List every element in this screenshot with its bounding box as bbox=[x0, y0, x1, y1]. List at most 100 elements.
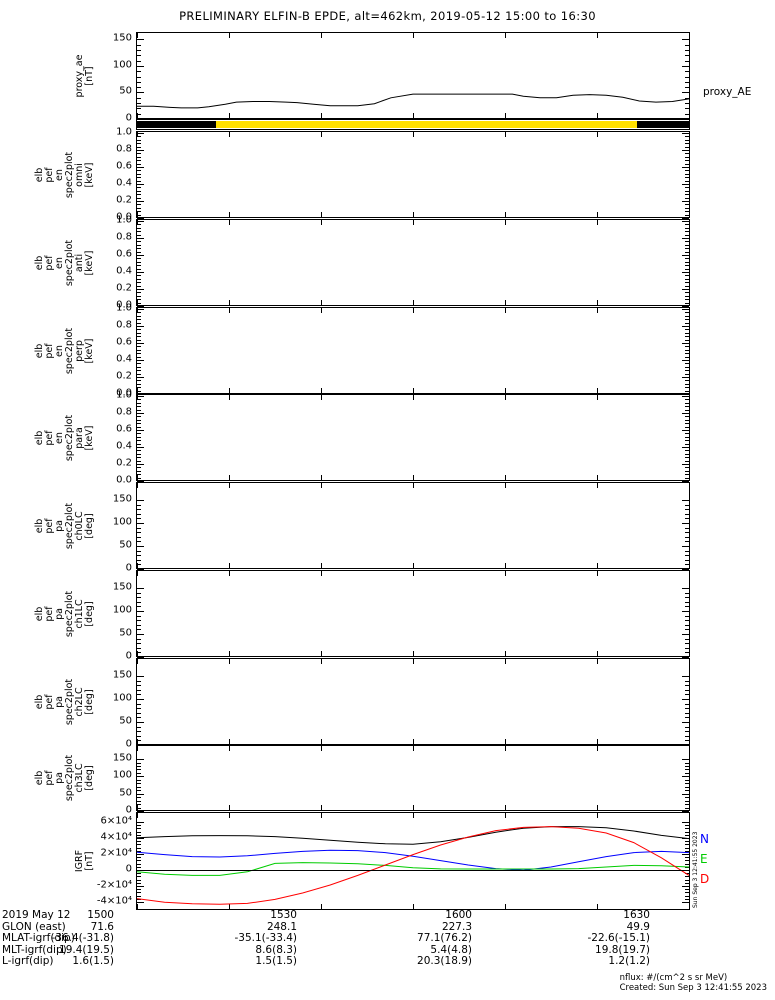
y-tick-minor bbox=[137, 258, 141, 260]
y-tick-minor bbox=[685, 807, 689, 809]
y-tick-minor bbox=[685, 71, 689, 73]
y-tick-minor bbox=[137, 402, 141, 404]
y-tick-minor bbox=[137, 527, 141, 529]
y-tick-minor bbox=[685, 146, 689, 148]
y-tick-minor bbox=[137, 541, 141, 543]
x-tick bbox=[321, 805, 322, 810]
y-tick-minor bbox=[137, 406, 141, 408]
x-tick bbox=[597, 651, 598, 656]
y-tick-minor bbox=[137, 322, 141, 324]
y-tick-minor bbox=[137, 113, 141, 115]
y-tick-label-en_para-5: 1.0 bbox=[116, 389, 132, 401]
y-tick-minor bbox=[137, 170, 141, 172]
y-tick-label-en_anti-5: 1.0 bbox=[116, 214, 132, 226]
ephemeris-row-label: 2019 May 12 bbox=[2, 909, 71, 921]
x-tick bbox=[137, 739, 138, 744]
bar-segment-night bbox=[636, 121, 689, 128]
y-tick-minor bbox=[137, 187, 141, 189]
y-tick-major bbox=[137, 377, 144, 378]
y-tick-minor bbox=[685, 278, 689, 280]
x-tick bbox=[229, 212, 230, 217]
y-tick-minor bbox=[685, 251, 689, 253]
y-tick-label-pa_ch2-0: 0 bbox=[125, 738, 132, 750]
legend-proxy-ae: proxy_AE bbox=[703, 85, 752, 98]
y-tick-minor bbox=[137, 879, 141, 881]
y-tick-minor bbox=[685, 769, 689, 771]
y-tick-minor bbox=[137, 740, 141, 742]
y-tick-minor bbox=[137, 895, 141, 897]
y-tick-minor bbox=[137, 467, 141, 469]
y-tick-minor bbox=[685, 863, 689, 865]
y-tick-minor bbox=[685, 370, 689, 372]
x-tick bbox=[413, 132, 414, 137]
y-tick-minor bbox=[685, 457, 689, 459]
y-tick-major bbox=[137, 238, 144, 239]
y-tick-minor bbox=[685, 740, 689, 742]
y-tick-minor bbox=[137, 197, 141, 199]
y-tick-major bbox=[137, 822, 144, 823]
y-tick-minor bbox=[685, 783, 689, 785]
y-tick-minor bbox=[137, 800, 141, 802]
y-tick-minor bbox=[137, 315, 141, 317]
x-tick bbox=[229, 300, 230, 305]
y-tick-major bbox=[682, 500, 689, 502]
x-tick bbox=[229, 308, 230, 313]
y-tick-minor bbox=[685, 426, 689, 428]
y-tick-major bbox=[682, 309, 689, 310]
y-tick-minor bbox=[685, 295, 689, 297]
y-tick-minor bbox=[137, 786, 141, 788]
y-tick-minor bbox=[137, 860, 141, 862]
y-tick-minor bbox=[685, 440, 689, 442]
y-tick-major bbox=[137, 430, 144, 431]
y-tick-label-en_anti-3: 0.6 bbox=[116, 248, 132, 260]
y-tick-major bbox=[682, 611, 689, 613]
y-tick-minor bbox=[137, 373, 141, 375]
y-tick-minor bbox=[685, 60, 689, 62]
y-tick-minor bbox=[685, 779, 689, 781]
y-tick-minor bbox=[137, 108, 141, 110]
y-tick-minor bbox=[685, 409, 689, 411]
y-tick-minor bbox=[685, 790, 689, 792]
y-tick-minor bbox=[137, 329, 141, 331]
y-tick-minor bbox=[137, 831, 141, 833]
y-tick-major bbox=[682, 886, 689, 887]
y-tick-major bbox=[137, 481, 144, 482]
x-tick bbox=[505, 475, 506, 480]
y-tick-minor bbox=[685, 156, 689, 158]
y-tick-minor bbox=[137, 652, 141, 654]
created-timestamp: Created: Sun Sep 3 12:41:55 2023 bbox=[619, 982, 767, 993]
x-tick bbox=[597, 746, 598, 751]
y-tick-major bbox=[137, 759, 144, 761]
y-tick-minor bbox=[685, 766, 689, 768]
y-tick-minor bbox=[685, 470, 689, 472]
y-tick-label-proxy_ae-0: 0 bbox=[125, 112, 132, 124]
x-tick bbox=[413, 805, 414, 810]
y-tick-minor bbox=[137, 177, 141, 179]
y-tick-label-igrf-5: 6×10⁴ bbox=[100, 815, 132, 827]
y-tick-major bbox=[137, 886, 144, 887]
y-tick-minor bbox=[137, 555, 141, 557]
y-tick-major bbox=[682, 793, 689, 795]
y-tick-major bbox=[682, 657, 689, 658]
y-tick-label-en_perp-5: 1.0 bbox=[116, 302, 132, 314]
y-tick-minor bbox=[137, 292, 141, 294]
y-tick-minor bbox=[137, 807, 141, 809]
y-tick-minor bbox=[685, 244, 689, 246]
ephemeris-value: 71.6 bbox=[90, 920, 114, 933]
y-tick-minor bbox=[685, 258, 689, 260]
y-tick-minor bbox=[137, 470, 141, 472]
x-tick bbox=[137, 33, 138, 38]
x-tick bbox=[689, 483, 690, 488]
y-tick-minor bbox=[137, 349, 141, 351]
x-tick bbox=[229, 483, 230, 488]
y-tick-minor bbox=[685, 387, 689, 389]
y-tick-label-pa_ch0-0: 0 bbox=[125, 562, 132, 574]
y-tick-major bbox=[137, 722, 144, 724]
y-axis-label-proxy_ae: [nT] bbox=[84, 65, 95, 86]
x-tick bbox=[505, 904, 506, 909]
y-tick-major bbox=[137, 92, 144, 94]
y-tick-label-pa_ch3-2: 100 bbox=[112, 769, 132, 781]
y-tick-major bbox=[137, 793, 144, 795]
y-tick-label-igrf-4: 4×10⁴ bbox=[100, 831, 132, 843]
y-tick-major bbox=[682, 854, 689, 855]
